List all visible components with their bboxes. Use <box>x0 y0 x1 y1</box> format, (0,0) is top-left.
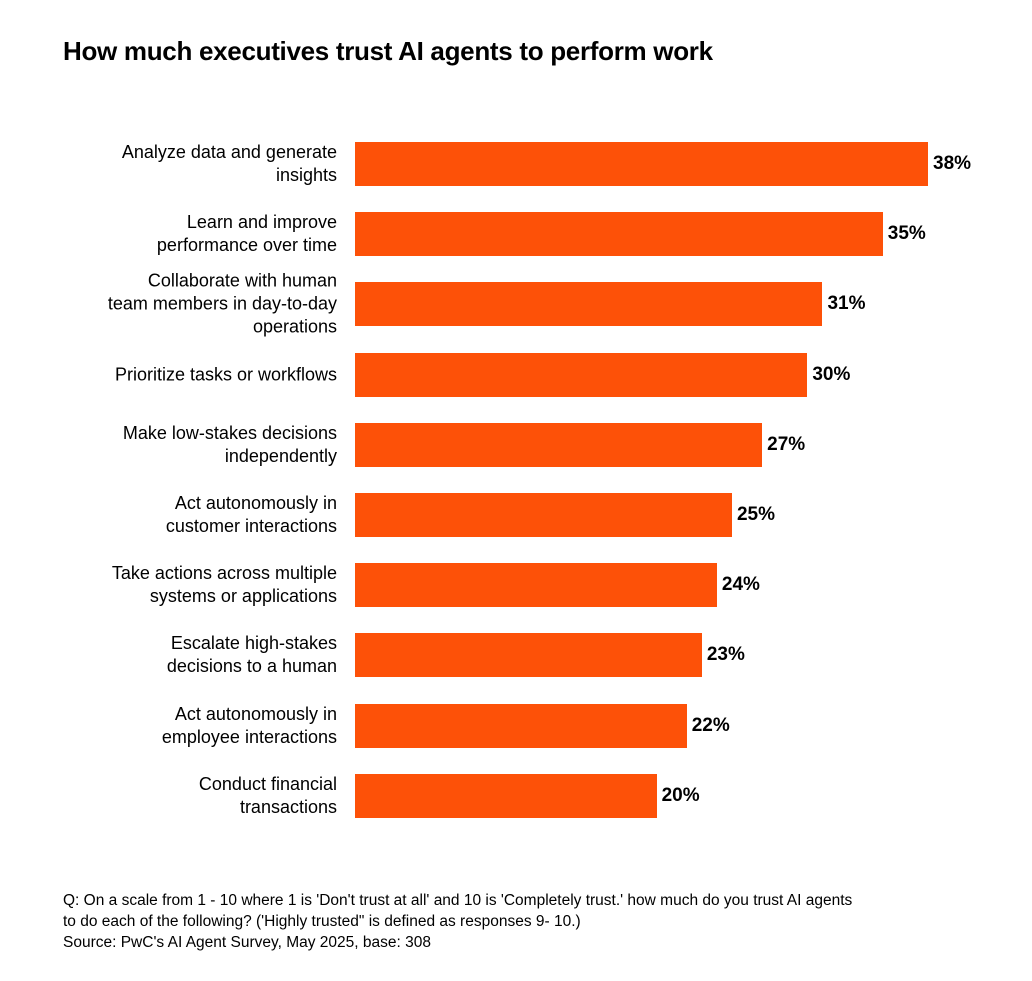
bar <box>355 633 702 678</box>
data-label: 31% <box>827 293 866 315</box>
bar <box>355 422 763 467</box>
category-label: Collaborate with human team members in d… <box>107 270 337 337</box>
footnote-question: Q: On a scale from 1 - 10 where 1 is 'Do… <box>63 892 853 930</box>
data-label: 35% <box>887 223 926 245</box>
category-label: Escalate high-stakes decisions to a huma… <box>166 633 337 677</box>
data-label: 25% <box>736 504 775 525</box>
category-label: Make low-stakes decisions independently <box>122 422 337 466</box>
bar <box>355 142 928 186</box>
bar <box>355 493 732 537</box>
category-label: Prioritize tasks or workflows <box>114 364 337 385</box>
category-label: Conduct financial transactions <box>198 773 337 817</box>
category-label: Act autonomously in customer interaction… <box>165 493 337 536</box>
data-label: 22% <box>691 714 730 736</box>
data-label: 38% <box>933 153 972 174</box>
bar <box>355 212 883 257</box>
data-label: 27% <box>767 433 806 455</box>
chart-title: How much executives trust AI agents to p… <box>63 36 713 66</box>
category-label: Analyze data and generate insights <box>121 142 337 185</box>
bar <box>355 703 687 748</box>
data-label: 24% <box>721 574 760 596</box>
footnote: Q: On a scale from 1 - 10 where 1 is 'Do… <box>63 890 852 953</box>
data-label: 30% <box>812 363 851 385</box>
category-label: Learn and improve performance over time <box>156 212 337 256</box>
category-label: Take actions across multiple systems or … <box>111 563 337 607</box>
bar <box>355 352 808 397</box>
data-label: 20% <box>661 784 700 806</box>
bar <box>355 282 823 327</box>
footnote-source: Source: PwC's AI Agent Survey, May 2025,… <box>63 934 431 951</box>
bar <box>355 563 717 608</box>
data-label: 23% <box>706 644 745 666</box>
bar <box>355 773 657 818</box>
category-label: Act autonomously in employee interaction… <box>161 703 337 747</box>
